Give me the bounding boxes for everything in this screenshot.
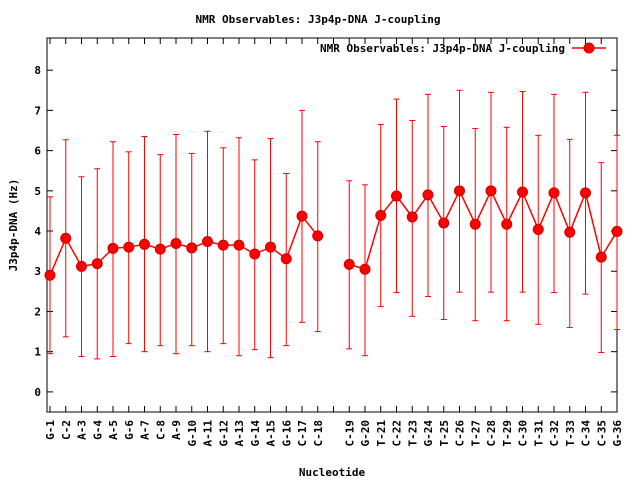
data-point [438, 217, 450, 229]
x-tick-label: C-32 [548, 420, 561, 447]
data-point [580, 187, 591, 199]
x-tick-label: C-22 [391, 420, 404, 447]
data-point [501, 218, 513, 230]
y-tick-label: 2 [34, 305, 41, 318]
x-tick-label: C-26 [454, 420, 467, 447]
x-tick-label: A-15 [265, 420, 278, 447]
data-point [375, 209, 387, 221]
x-tick-label: C-30 [517, 420, 530, 447]
x-tick-label: G-36 [611, 420, 624, 447]
y-tick-label: 0 [34, 386, 41, 399]
x-tick-label: C-28 [485, 420, 498, 447]
data-point [564, 226, 576, 238]
y-tick-label: 7 [34, 104, 41, 117]
legend: NMR Observables: J3p4p-DNA J-coupling [320, 42, 606, 55]
x-tick-label: T-25 [438, 420, 451, 447]
data-point [359, 263, 371, 275]
data-point [186, 242, 198, 254]
data-point [280, 253, 292, 265]
x-tick-label: G-10 [186, 420, 199, 447]
series-line [49, 214, 319, 276]
x-tick-label: T-23 [406, 420, 419, 447]
data-point [454, 185, 465, 197]
x-tick-label: C-18 [312, 420, 325, 447]
x-tick-label: T-31 [532, 420, 545, 447]
data-point [611, 225, 623, 237]
x-tick-label: C-19 [343, 420, 356, 447]
x-tick-label: G-6 [123, 420, 136, 440]
x-tick-label: A-3 [76, 420, 89, 440]
x-tick-label: T-27 [469, 420, 482, 447]
data-point [406, 211, 418, 223]
y-tick-label: 6 [34, 145, 41, 158]
plot-frame [46, 37, 618, 413]
x-tick-label: T-21 [375, 420, 388, 447]
x-tick-label: G-12 [217, 420, 230, 447]
x-tick-label: G-4 [91, 420, 104, 440]
legend-marker [583, 42, 595, 54]
plot-area: 0 1 2 3 4 5 6 7 8 G-1 C-2 A-3 G-4 A-5 G-6 A-7 C-8 A-9 G-10… [34, 37, 624, 447]
x-tick-label: A-11 [202, 420, 215, 447]
data-point [595, 251, 607, 263]
x-tick-label: C-2 [60, 420, 73, 440]
series-line [349, 189, 618, 271]
data-point [107, 242, 119, 254]
y-tick-label: 1 [34, 346, 41, 359]
data-point [532, 223, 544, 235]
x-tick-label: C-17 [296, 420, 309, 447]
x-tick-label: T-33 [564, 420, 577, 447]
data-point [60, 232, 72, 244]
x-tick-label: C-34 [580, 420, 593, 447]
x-tick-label: G-24 [422, 420, 435, 447]
y-tick-label: 5 [34, 185, 41, 198]
x-tick-label: C-35 [595, 420, 608, 447]
x-tick-label: G-16 [280, 420, 293, 447]
x-tick-label: T-29 [501, 420, 514, 447]
data-point [154, 243, 166, 255]
x-axis-label: Nucleotide [299, 466, 366, 479]
data-point [76, 260, 87, 272]
data-point [249, 248, 261, 260]
data-point [343, 258, 355, 270]
x-tick-label: A-13 [233, 420, 246, 447]
data-point [202, 235, 213, 247]
data-point [123, 241, 135, 253]
data-point [170, 237, 182, 249]
x-tick-label: G-1 [44, 420, 57, 440]
x-tick-label: C-8 [154, 420, 167, 440]
data-point [217, 239, 229, 251]
data-point [296, 210, 308, 222]
data-point [312, 230, 324, 242]
data-point [139, 238, 150, 250]
y-axis-label: J3p4p-DNA (Hz) [7, 179, 20, 272]
x-tick-label: G-20 [359, 420, 372, 447]
data-point [233, 239, 245, 251]
data-point [91, 258, 103, 270]
chart-title: NMR Observables: J3p4p-DNA J-coupling [195, 13, 440, 26]
data-point [517, 186, 528, 198]
data-point [548, 187, 560, 199]
y-tick-label: 4 [34, 225, 41, 238]
x-tick-label: A-7 [139, 420, 152, 440]
y-tick-label: 3 [34, 265, 41, 278]
x-tick-label: A-9 [170, 420, 183, 440]
legend-label: NMR Observables: J3p4p-DNA J-coupling [320, 42, 565, 55]
x-tick-label: G-14 [249, 420, 262, 447]
y-tick-label: 8 [34, 64, 41, 77]
data-point [469, 218, 481, 230]
data-point [265, 241, 276, 253]
x-tick-label: A-5 [107, 420, 120, 440]
data-point [485, 185, 497, 197]
data-point [44, 269, 56, 281]
data-point [391, 190, 402, 202]
data-point [422, 189, 434, 201]
